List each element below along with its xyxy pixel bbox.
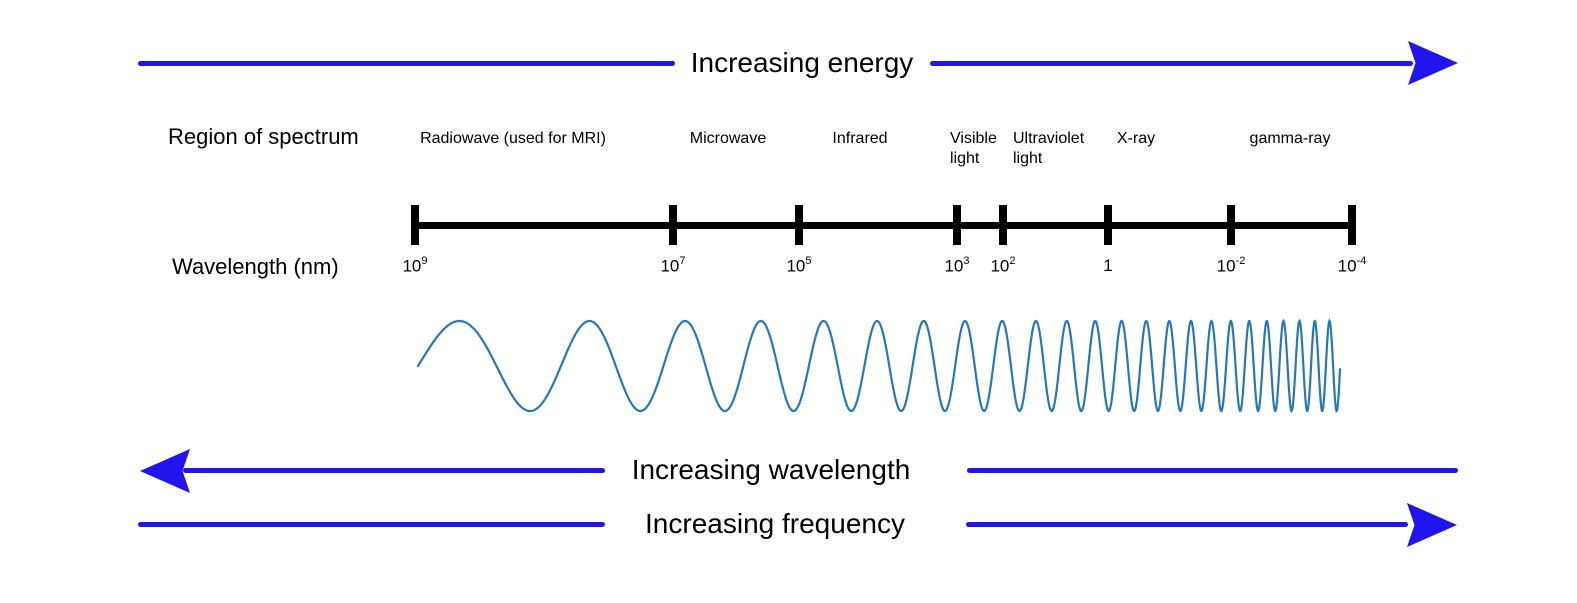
increasing-frequency-line-left xyxy=(138,522,605,527)
wavelength-tick xyxy=(1104,205,1112,245)
wavelength-axis-title: Wavelength (nm) xyxy=(172,254,339,279)
region-label: Infrared xyxy=(832,130,888,147)
wavelength-tick-label: 10-4 xyxy=(1337,255,1367,276)
increasing-frequency-label: Increasing frequency xyxy=(645,508,905,539)
wavelength-tick xyxy=(669,205,677,245)
increasing-wavelength-label: Increasing wavelength xyxy=(631,454,911,485)
region-label: Radiowave (used for MRI) xyxy=(420,130,606,147)
wavelength-tick xyxy=(411,205,419,245)
wavelength-tick xyxy=(1348,205,1356,245)
em-wave xyxy=(416,318,1342,413)
wavelength-tick-label: 109 xyxy=(402,255,428,276)
wavelength-tick-label: 10-2 xyxy=(1216,255,1246,276)
wavelength-tick-label: 102 xyxy=(990,255,1016,276)
increasing-wavelength-line-left xyxy=(183,468,605,473)
region-label: gamma-ray xyxy=(1249,130,1331,147)
increasing-energy-label: Increasing energy xyxy=(690,47,914,78)
wavelength-tick-label: 1 xyxy=(1103,256,1113,275)
right-arrowhead-icon xyxy=(1407,503,1457,547)
wavelength-tick xyxy=(999,205,1007,245)
region-label: Microwave xyxy=(689,130,767,147)
wavelength-tick xyxy=(953,205,961,245)
wavelength-tick-label: 105 xyxy=(786,255,812,276)
right-arrowhead-icon xyxy=(1408,41,1458,85)
wavelength-tick-label: 107 xyxy=(660,255,686,276)
wavelength-tick-label: 103 xyxy=(944,255,970,276)
increasing-wavelength-line-right xyxy=(967,468,1458,473)
increasing-energy-line-left xyxy=(138,61,675,66)
region-of-spectrum-label: Region of spectrum xyxy=(168,124,359,149)
region-label: Ultraviolet light xyxy=(1013,130,1085,167)
wavelength-tick xyxy=(795,205,803,245)
wavelength-axis-line xyxy=(411,222,1356,229)
region-label: X-ray xyxy=(1116,130,1156,147)
region-label: Visible light xyxy=(950,130,997,167)
wavelength-tick xyxy=(1227,205,1235,245)
increasing-energy-line-right xyxy=(930,61,1413,66)
increasing-frequency-line-right xyxy=(966,522,1408,527)
